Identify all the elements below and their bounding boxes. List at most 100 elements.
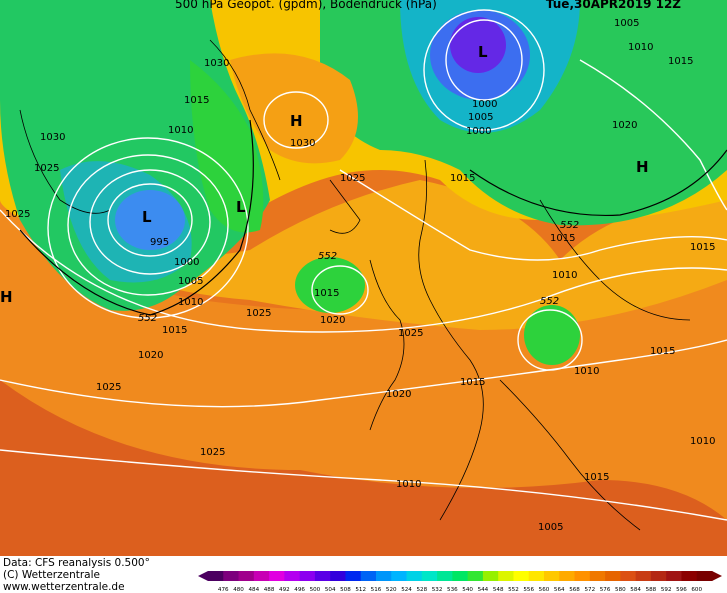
geopotential-label: 552: [540, 296, 559, 307]
colorbar-tick-label: 488: [264, 587, 275, 592]
colorbar-swatch: [238, 571, 255, 581]
isobar-label: 1010: [690, 436, 715, 447]
colorbar-tick-label: 512: [355, 587, 366, 592]
colorbar-legend: 476 480 484 488 492 496 500 504 508 512 516 520 524 5…: [198, 571, 722, 592]
colorbar-tick-label: 548: [493, 587, 504, 592]
isobars: [0, 9, 727, 521]
isobar-label: 1025: [246, 308, 271, 319]
colorbar-swatch: [650, 571, 667, 581]
colorbar-tick-label: 476: [218, 587, 229, 592]
colorbar-swatch: [589, 571, 606, 581]
isobar-label: 1005: [614, 18, 639, 29]
colorbar-swatch: [437, 571, 453, 581]
geopotential-label: 552: [318, 251, 337, 262]
colorbar-swatch: [269, 571, 285, 581]
geopotential-cutoff-balkans: [524, 305, 580, 365]
colorbar-swatch: [223, 571, 240, 581]
colorbar-swatch: [696, 571, 713, 581]
geopotential-label: 552: [138, 313, 157, 324]
colorbar-tick-label: 556: [523, 587, 534, 592]
colorbar-tick-label: 540: [462, 587, 473, 592]
isobar-label: 1025: [96, 382, 121, 393]
colorbar-tick-label: 520: [386, 587, 397, 592]
colorbar-swatch: [391, 571, 408, 581]
pressure-center-low-polar: L: [478, 43, 488, 61]
isobar-label: 1015: [690, 242, 715, 253]
geopotential-band-west: [190, 60, 264, 233]
pressure-center-low-west: L: [236, 198, 246, 216]
pressure-center-low-polar-value: 1000: [472, 99, 497, 110]
isobar-label: 1025: [200, 447, 225, 458]
colorbar-swatch: [406, 571, 423, 581]
isobar-label: 1015: [550, 233, 575, 244]
colorbar-tick-label: 528: [416, 587, 427, 592]
colorbar-swatch: [482, 571, 499, 581]
colorbar-swatch: [666, 571, 682, 581]
colorbar-swatch: [253, 571, 270, 581]
geopotential-label: 552: [560, 220, 579, 231]
credits: Data: CFS reanalysis 0.500° (C) Wetterze…: [3, 557, 150, 593]
colorbar-tick-label: 532: [432, 587, 443, 592]
colorbar-tick-label: 584: [630, 587, 641, 592]
colorbar-swatch: [559, 571, 576, 581]
pressure-center-high-east: H: [636, 158, 649, 176]
colorbar-tick-label: 588: [646, 587, 657, 592]
colorbar-arrow-low: [198, 571, 208, 581]
geopotential-band-564: [40, 180, 727, 330]
colorbar-swatch: [330, 571, 346, 581]
isobar-label: 1020: [320, 315, 345, 326]
colorbar-swatch: [345, 571, 362, 581]
colorbar-swatch: [452, 571, 469, 581]
colorbar-swatch: [299, 571, 316, 581]
isobar-label: 1010: [574, 366, 599, 377]
colorbar-swatch: [421, 571, 438, 581]
isobar-label: 1015: [460, 377, 485, 388]
geopotential-labels: 552 552 552 552: [138, 220, 579, 324]
isobar-label: 1000: [466, 126, 491, 137]
colorbar-swatch: [208, 571, 224, 581]
isobar-label: 1005: [538, 522, 563, 533]
coastlines: [19, 39, 691, 531]
colorbar-swatch: [498, 571, 514, 581]
colorbar-swatch: [544, 571, 560, 581]
isobar-label: 1010: [168, 125, 193, 136]
data-source-text: Data: CFS reanalysis 0.500°: [3, 557, 150, 569]
colorbar-tick-label: 536: [447, 587, 458, 592]
colorbar-tick-label: 596: [676, 587, 687, 592]
isobar-label: 1025: [5, 209, 30, 220]
colorbar-tick-label: 600: [691, 587, 702, 592]
colorbar-swatch: [605, 571, 621, 581]
geopotential-band-580: [0, 380, 727, 556]
isobar-label: 1020: [612, 120, 637, 131]
isobar-labels: 1030 1025 1025 1000 1005 1010 1015 1020 …: [5, 18, 715, 533]
copyright-text: (C) Wetterzentrale: [3, 569, 100, 581]
colorbar-tick-label: 524: [401, 587, 412, 592]
pressure-center-high: H: [290, 112, 303, 130]
pressure-center-low-value: 995: [150, 237, 169, 248]
colorbar-tick-label: 480: [233, 587, 244, 592]
weather-map: H 1030 L 995 L 1000 L H H 1030 1025 1025…: [0, 0, 727, 556]
isobar-label: 1030: [204, 58, 229, 69]
colorbar-tick-label: 516: [371, 587, 382, 592]
isobar-label: 1015: [584, 472, 609, 483]
isobar-label: 1025: [340, 173, 365, 184]
colorbar-swatch: [574, 571, 591, 581]
colorbar-tick-label: 504: [325, 587, 336, 592]
colorbar-swatch: [635, 571, 652, 581]
colorbar-tick-label: 484: [248, 587, 259, 592]
isobar-label: 1020: [386, 389, 411, 400]
isobar-label: 1005: [468, 112, 493, 123]
isobar-label: 1010: [178, 297, 203, 308]
isobar-label: 1030: [40, 132, 65, 143]
geopotential-polar-low-core: [450, 17, 506, 73]
isobar-label: 1010: [552, 270, 577, 281]
colorbar-tick-label: 580: [615, 587, 626, 592]
website-link: www.wetterzentrale.de: [3, 581, 125, 593]
isobar-label: 1005: [178, 276, 203, 287]
colorbar-swatch: [376, 571, 392, 581]
isobar-label: 1025: [398, 328, 423, 339]
colorbar-tick-label: 568: [569, 587, 580, 592]
contour-552: [19, 119, 727, 316]
colorbar-tick-label: 500: [310, 587, 321, 592]
isobar-label: 1020: [138, 350, 163, 361]
